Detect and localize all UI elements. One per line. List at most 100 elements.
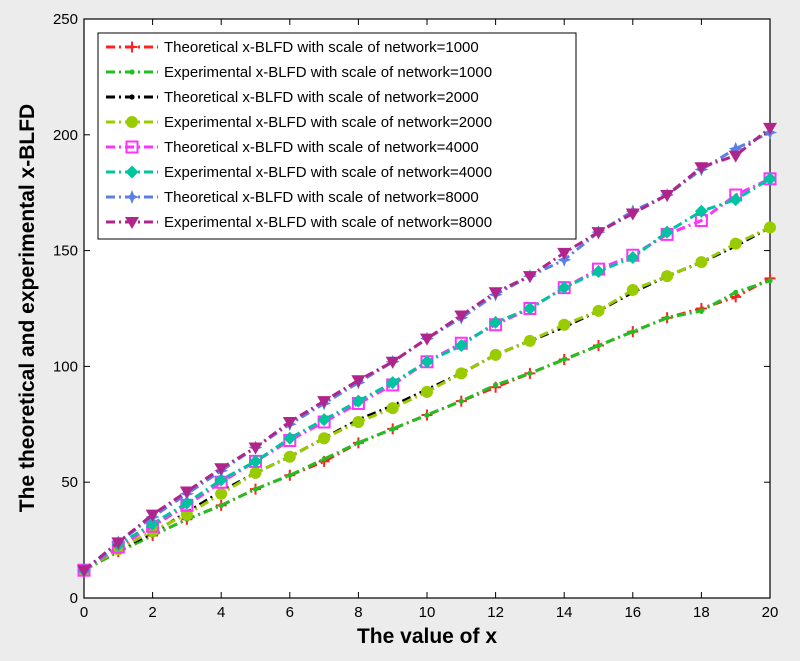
series-6-point [420,355,434,369]
series-8-point [488,287,503,300]
series-8-point [728,150,743,163]
series-4-point [489,348,502,361]
series-4-point [455,367,468,380]
legend-box [97,32,577,240]
series-8-point [625,208,640,221]
series-8-point [77,565,91,578]
series-4-point [558,318,571,331]
series-8-point [591,227,606,240]
y-tick-label: 100 [53,358,78,375]
series-4-point [386,402,399,415]
series-8 [77,122,777,578]
series-4-point [318,432,331,445]
series-8-point [351,375,366,388]
series-4-point [421,385,433,398]
series-2-point [630,329,636,335]
series-6-point [489,315,503,329]
series-2 [81,278,773,573]
series-8-point [282,416,297,429]
x-tick-label: 16 [624,604,641,621]
series-2-point [424,412,430,418]
series-6-point [626,251,640,265]
x-tick-label: 14 [556,604,573,621]
series-4-point [626,283,639,296]
series-4-point [764,221,776,234]
y-tick-label: 250 [53,11,78,28]
x-tick-label: 6 [286,604,294,621]
series-8-point [248,442,263,455]
series-8-point [420,333,434,346]
series-2-point [595,342,602,349]
series-2-point [527,370,533,376]
series-4-point [523,334,536,347]
y-tick-label: 150 [53,243,78,260]
series-8-point [214,463,229,476]
series-2-point [664,315,670,321]
series-2-line [83,279,771,572]
series-8-point [557,247,572,260]
series-6-point [763,172,777,186]
series-8-point [660,190,675,203]
series-6-point [592,264,605,278]
legend-marker [126,41,138,53]
series-8-point [454,310,469,323]
x-tick-label: 12 [487,604,504,621]
legend-label: Experimental x-BLFD with scale of networ… [164,114,492,131]
series-4-point [249,466,262,479]
series-6-point [249,454,262,468]
series-6-point [454,339,468,353]
y-tick-label: 50 [61,474,78,491]
x-axis-title: The value of x [357,625,497,648]
series-6 [77,172,777,577]
series-4-point [592,304,605,317]
series-8-point [763,122,777,135]
series-2-point [767,278,773,284]
y-tick-label: 0 [70,590,78,607]
legend-marker [125,165,139,179]
series-6-point [351,394,365,408]
x-tick-label: 8 [354,604,362,621]
legend-label: Theoretical x-BLFD with scale of network… [164,39,479,56]
series-8-point [179,486,194,499]
series-6-point [557,281,571,295]
legend-marker [125,190,139,204]
legend-marker [129,69,135,75]
series-7-point [728,141,743,156]
legend-marker [129,94,135,100]
series-6-point [660,225,674,239]
series-2-point [218,502,224,508]
series-8-point [694,162,709,175]
series-group [77,122,777,578]
series-8-point [522,271,537,284]
legend: Theoretical x-BLFD with scale of network… [97,32,577,240]
legend-label: Experimental x-BLFD with scale of networ… [164,164,492,181]
x-tick-label: 18 [693,604,710,621]
series-4-point [352,415,365,428]
legend-label: Theoretical x-BLFD with scale of network… [164,89,479,106]
legend-label: Theoretical x-BLFD with scale of network… [164,139,479,156]
series-2-point [390,426,396,432]
series-2-point [287,472,293,478]
series-6-point [317,413,331,427]
series-2-point [733,289,739,295]
y-tick-label: 200 [53,127,78,144]
series-2-point [458,398,464,404]
legend-label: Experimental x-BLFD with scale of networ… [164,64,492,81]
legend-marker [125,217,139,229]
x-tick-label: 4 [217,604,225,621]
series-2-point [561,356,567,363]
y-axis-title: The theoretical and experimental x-BLFD [16,104,39,512]
series-2-point [321,456,327,462]
series-6-point [694,204,708,218]
x-tick-label: 20 [762,604,779,621]
series-4-point [661,270,674,283]
series-8-point [317,396,332,409]
legend-marker [126,116,138,128]
series-4-point [283,450,296,463]
series-4-point [215,487,228,500]
series-2-point [493,382,499,388]
series-8-point [145,509,160,522]
series-4-point [729,237,742,250]
